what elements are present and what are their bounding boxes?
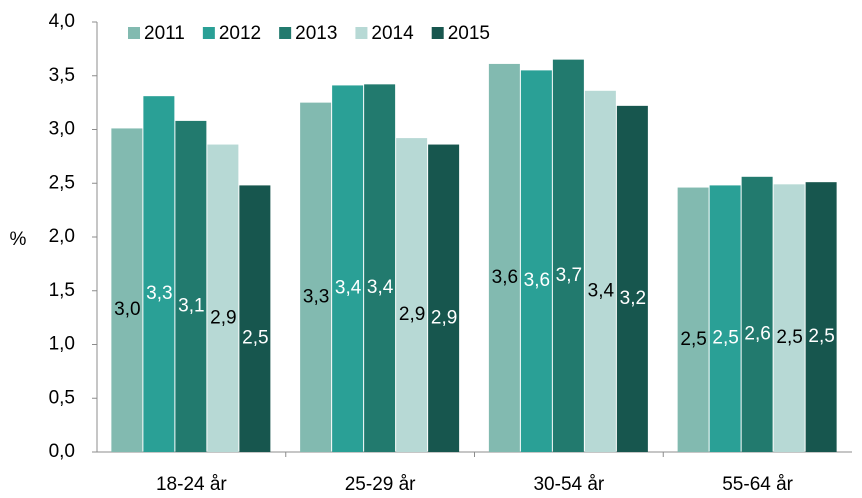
value-label: 2,9	[399, 304, 425, 325]
y-tick-label: 1,5	[49, 280, 75, 301]
y-tick-label: 2,0	[49, 226, 75, 247]
value-label: 3,3	[146, 283, 172, 304]
bar	[741, 176, 773, 453]
bar	[488, 63, 520, 453]
legend-swatch	[355, 27, 368, 39]
bar	[207, 144, 239, 453]
bar	[364, 84, 396, 452]
value-label: 3,4	[367, 277, 394, 298]
y-tick-label: 0,5	[49, 387, 75, 408]
bar	[616, 105, 648, 452]
y-tick-label: 3,0	[49, 119, 75, 140]
legend-swatch	[279, 27, 292, 39]
value-label: 2,5	[242, 328, 268, 349]
value-label: 3,2	[620, 288, 646, 309]
value-label: 3,4	[335, 278, 362, 299]
bar	[520, 70, 552, 452]
value-label: 2,9	[210, 307, 236, 328]
bar	[552, 59, 584, 452]
bar	[143, 96, 175, 453]
y-tick-label: 2,5	[49, 172, 75, 193]
bar	[773, 184, 805, 452]
x-tick-label: 25-29 år	[345, 474, 416, 495]
x-tick-label: 18-24 år	[156, 474, 227, 495]
value-label: 3,0	[114, 299, 140, 320]
legend-label: 2015	[448, 23, 490, 44]
bar	[805, 182, 837, 453]
bar	[175, 120, 207, 453]
value-label: 3,4	[588, 280, 615, 301]
y-tick-label: 1,0	[49, 334, 75, 355]
bar	[300, 102, 332, 452]
y-tick-label: 0,0	[49, 441, 75, 462]
bar	[396, 138, 428, 452]
value-label: 3,6	[524, 270, 550, 291]
legend-swatch	[202, 27, 215, 39]
value-label: 2,6	[744, 323, 770, 344]
value-label: 2,5	[808, 326, 834, 347]
legend-swatch	[128, 27, 140, 39]
bar	[332, 85, 364, 453]
value-label: 2,5	[680, 329, 706, 350]
legend-label: 2011	[144, 23, 185, 44]
bar	[239, 185, 271, 452]
value-label: 2,5	[776, 327, 802, 348]
value-label: 3,1	[178, 295, 204, 316]
bar	[584, 90, 616, 453]
legend-label: 2012	[219, 23, 261, 44]
bar	[709, 185, 741, 452]
value-label: 2,5	[712, 328, 738, 349]
value-label: 2,9	[431, 307, 457, 328]
value-label: 3,7	[556, 265, 582, 286]
x-tick-label: 30-54 år	[533, 474, 604, 495]
value-label: 3,6	[492, 267, 518, 288]
y-tick-label: 3,5	[49, 65, 75, 86]
y-axis-label: %	[10, 229, 27, 250]
x-tick-label: 55-64 år	[722, 474, 793, 495]
legend-label: 2013	[295, 23, 337, 44]
bar	[677, 187, 709, 453]
y-tick-label: 4,0	[49, 11, 75, 32]
bar	[111, 128, 143, 453]
legend-swatch	[431, 27, 444, 39]
value-label: 3,3	[303, 286, 329, 307]
legend-label: 2014	[371, 23, 414, 44]
bar	[428, 144, 460, 453]
